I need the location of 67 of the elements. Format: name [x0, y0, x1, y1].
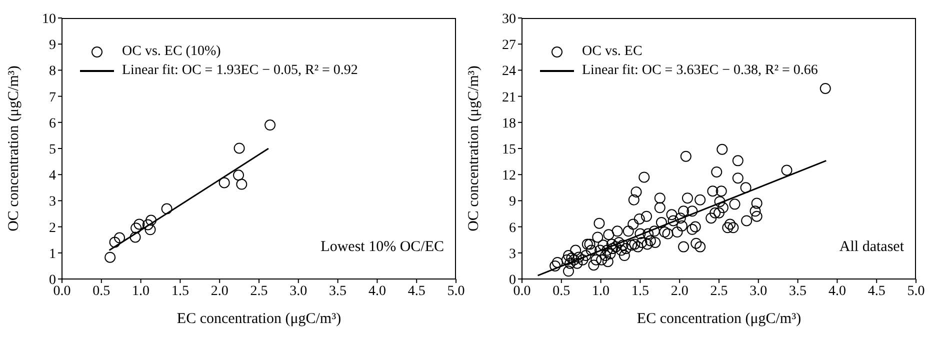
- point: [146, 214, 157, 226]
- annotation: All dataset: [839, 239, 904, 256]
- point: [130, 232, 141, 243]
- legend-label: OC vs. EC: [582, 43, 642, 61]
- x-tick-label: 5.0: [447, 284, 465, 299]
- x-tick-label: 2.0: [670, 284, 688, 299]
- x-tick-label: 4.5: [868, 284, 886, 299]
- point: [134, 218, 145, 230]
- y-tick-label: 15: [502, 142, 516, 158]
- x-tick-label: 3.0: [290, 284, 308, 299]
- y-tick-label: 30: [502, 12, 516, 27]
- y-tick-label: 4: [49, 168, 56, 184]
- point: [161, 203, 172, 214]
- x-tick-label: 1.5: [171, 284, 189, 299]
- legend-label: Linear fit: OC = 1.93EC − 0.05, R² = 0.92: [122, 62, 358, 80]
- x-tick-label: 2.5: [710, 284, 728, 299]
- x-tick-label: 0.0: [513, 284, 531, 299]
- x-tick-label: 4.5: [408, 284, 426, 299]
- point: [114, 232, 126, 244]
- x-tick-label: 0.5: [92, 284, 110, 299]
- y-tick-label: 21: [502, 90, 516, 106]
- y-tick-label: 5: [49, 142, 56, 158]
- y-tick-label: 6: [49, 116, 56, 132]
- y-tick-label: 0: [509, 272, 516, 288]
- legend-label: OC vs. EC (10%): [122, 43, 221, 61]
- y-tick-label: 0: [49, 272, 56, 288]
- y-tick-label: 2: [49, 220, 56, 236]
- y-tick-label: 8: [49, 64, 56, 80]
- point: [109, 236, 120, 248]
- point: [142, 219, 154, 230]
- y-tick-label: 9: [49, 38, 56, 54]
- x-tick-label: 3.0: [750, 284, 768, 299]
- x-tick-label: 0.5: [552, 284, 570, 299]
- x-tick-label: 4.0: [828, 284, 846, 299]
- y-tick-label: 7: [49, 90, 56, 106]
- x-tick-label: 2.5: [250, 284, 268, 299]
- point: [130, 222, 142, 234]
- x-tick-label: 4.0: [368, 284, 386, 299]
- point: [236, 178, 248, 190]
- x-tick-label: 3.5: [789, 284, 807, 299]
- point: [234, 142, 245, 154]
- x-axis-title: EC concentration (μgC/m³): [176, 311, 342, 327]
- x-tick-label: 1.5: [631, 284, 649, 299]
- y-tick-label: 18: [502, 116, 516, 132]
- x-tick-label: 0.0: [53, 284, 71, 299]
- point: [264, 120, 276, 131]
- point: [233, 170, 244, 181]
- y-tick-label: 3: [509, 246, 516, 262]
- point: [218, 177, 230, 188]
- y-tick-label: 10: [42, 12, 56, 27]
- point: [144, 224, 156, 236]
- x-axis-title: EC concentration (μgC/m³): [636, 311, 802, 327]
- x-tick-label: 1.0: [592, 284, 610, 299]
- y-tick-label: 24: [502, 64, 516, 80]
- y-tick-label: 9: [509, 194, 516, 210]
- legend-label: Linear fit: OC = 3.63EC − 0.38, R² = 0.66: [582, 62, 818, 80]
- x-tick-label: 3.5: [329, 284, 347, 299]
- y-tick-label: 27: [502, 38, 516, 54]
- y-tick-label: 3: [49, 194, 56, 210]
- annotation: Lowest 10% OC/EC: [320, 239, 444, 256]
- x-tick-label: 2.0: [210, 284, 228, 299]
- y-tick-label: 1: [49, 246, 56, 262]
- y-tick-label: 6: [509, 220, 516, 236]
- y-tick-label: 12: [502, 168, 516, 184]
- point: [104, 252, 116, 263]
- x-tick-label: 1.0: [132, 284, 150, 299]
- x-tick-label: 5.0: [907, 284, 925, 299]
